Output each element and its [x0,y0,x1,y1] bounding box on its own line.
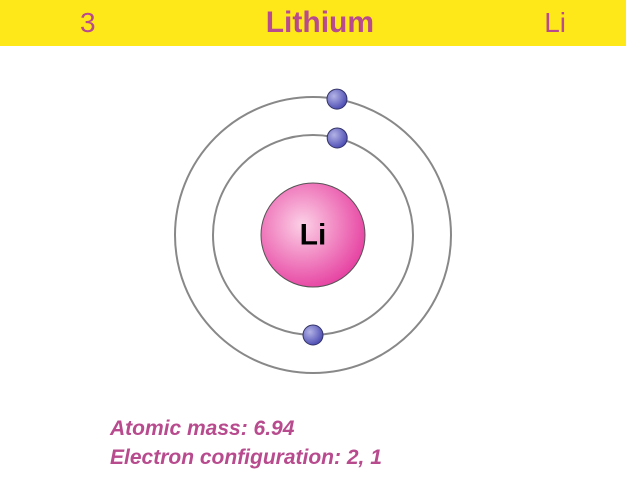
electron-config-label: Electron configuration [110,444,347,472]
footer-info: Atomic mass 6.94 Electron configuration … [110,415,382,472]
atom-diagram: Li [143,65,483,405]
atomic-number: 3 [80,7,96,39]
electron-2 [303,325,323,345]
atomic-mass-line: Atomic mass 6.94 [110,415,382,443]
electron-3 [327,89,347,109]
nucleus-symbol: Li [300,219,327,252]
atomic-mass-value: 6.94 [254,415,295,443]
header-bar: 3 Lithium Li [0,0,626,46]
atomic-mass-label: Atomic mass [110,415,254,443]
electron-config-line: Electron configuration 2, 1 [110,444,382,472]
electron-1 [327,128,347,148]
element-name: Lithium [266,6,374,40]
element-symbol-header: Li [544,7,566,39]
electron-config-value: 2, 1 [347,444,382,472]
